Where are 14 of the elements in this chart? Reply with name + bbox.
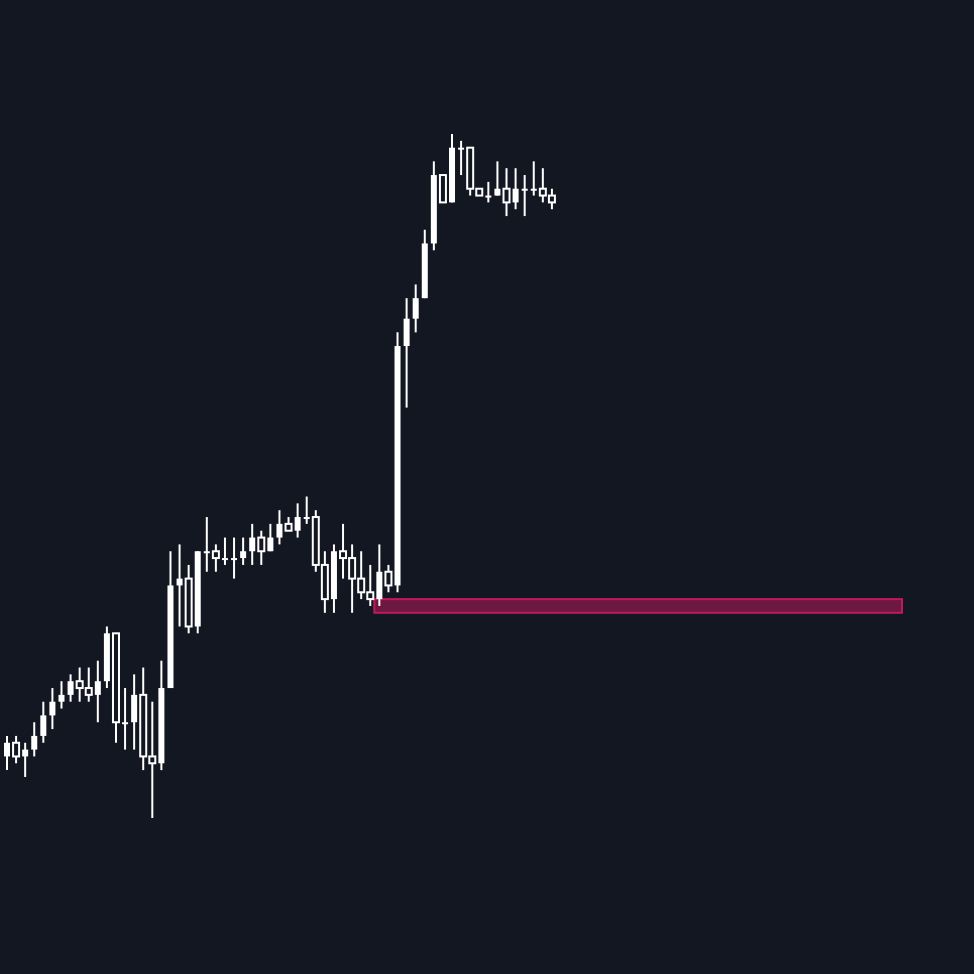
candlestick [412, 283, 419, 334]
candlestick [466, 146, 475, 197]
candlestick [58, 680, 65, 710]
candlestick [49, 687, 56, 731]
candlestick [240, 536, 247, 566]
candlestick [211, 543, 220, 573]
candlestick [547, 187, 556, 211]
candlestick [257, 529, 266, 566]
candlestick [84, 666, 93, 703]
candlestick [40, 700, 47, 744]
candlestick [12, 734, 21, 765]
candlestick [403, 297, 410, 409]
candlestick [31, 721, 38, 758]
candlestick [502, 167, 511, 218]
